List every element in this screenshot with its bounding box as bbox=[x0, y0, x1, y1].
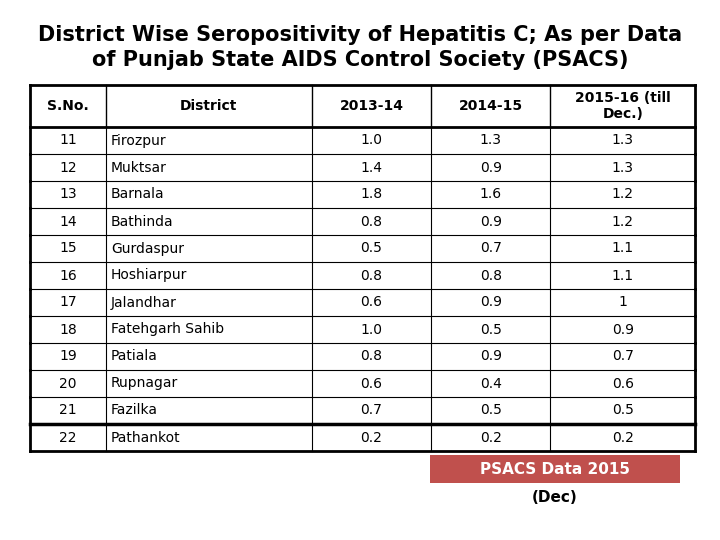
Text: 0.5: 0.5 bbox=[480, 403, 502, 417]
Text: 20: 20 bbox=[59, 376, 77, 390]
Text: 0.4: 0.4 bbox=[480, 376, 502, 390]
Text: 16: 16 bbox=[59, 268, 77, 282]
Text: 12: 12 bbox=[59, 160, 77, 174]
Text: 1.3: 1.3 bbox=[612, 133, 634, 147]
Text: 1.3: 1.3 bbox=[612, 160, 634, 174]
Text: Gurdaspur: Gurdaspur bbox=[111, 241, 184, 255]
Text: 18: 18 bbox=[59, 322, 77, 336]
Text: 0.8: 0.8 bbox=[361, 349, 382, 363]
Text: 0.5: 0.5 bbox=[612, 403, 634, 417]
Text: 1.2: 1.2 bbox=[612, 214, 634, 228]
Text: 0.7: 0.7 bbox=[361, 403, 382, 417]
Text: 0.5: 0.5 bbox=[361, 241, 382, 255]
Text: 0.9: 0.9 bbox=[480, 214, 502, 228]
Text: 21: 21 bbox=[59, 403, 77, 417]
Text: Jalandhar: Jalandhar bbox=[111, 295, 177, 309]
Text: Rupnagar: Rupnagar bbox=[111, 376, 178, 390]
Text: 1.4: 1.4 bbox=[361, 160, 382, 174]
Text: Patiala: Patiala bbox=[111, 349, 158, 363]
Text: Pathankot: Pathankot bbox=[111, 430, 181, 444]
Text: 1.0: 1.0 bbox=[361, 133, 382, 147]
Text: 19: 19 bbox=[59, 349, 77, 363]
Text: 1.2: 1.2 bbox=[612, 187, 634, 201]
Text: Hoshiarpur: Hoshiarpur bbox=[111, 268, 187, 282]
Text: 0.9: 0.9 bbox=[480, 349, 502, 363]
Text: 11: 11 bbox=[59, 133, 77, 147]
Text: Fazilka: Fazilka bbox=[111, 403, 158, 417]
Text: 0.2: 0.2 bbox=[480, 430, 502, 444]
Text: 22: 22 bbox=[59, 430, 77, 444]
Text: District Wise Seropositivity of Hepatitis C; As per Data: District Wise Seropositivity of Hepatiti… bbox=[38, 25, 682, 45]
Text: 17: 17 bbox=[59, 295, 77, 309]
Text: PSACS Data 2015: PSACS Data 2015 bbox=[480, 462, 630, 476]
FancyBboxPatch shape bbox=[430, 455, 680, 483]
Text: 0.5: 0.5 bbox=[480, 322, 502, 336]
Text: District: District bbox=[180, 99, 238, 113]
Text: of Punjab State AIDS Control Society (PSACS): of Punjab State AIDS Control Society (PS… bbox=[91, 50, 629, 70]
Text: 0.6: 0.6 bbox=[361, 376, 382, 390]
Text: 0.7: 0.7 bbox=[480, 241, 502, 255]
Text: 13: 13 bbox=[59, 187, 77, 201]
Text: 1.8: 1.8 bbox=[361, 187, 382, 201]
Text: 2013-14: 2013-14 bbox=[340, 99, 403, 113]
Text: 0.6: 0.6 bbox=[612, 376, 634, 390]
Text: 0.9: 0.9 bbox=[480, 160, 502, 174]
Text: 0.6: 0.6 bbox=[361, 295, 382, 309]
Text: 0.8: 0.8 bbox=[361, 214, 382, 228]
Text: (Dec): (Dec) bbox=[532, 489, 578, 504]
Text: 1.0: 1.0 bbox=[361, 322, 382, 336]
Text: 2015-16 (till
Dec.): 2015-16 (till Dec.) bbox=[575, 91, 670, 121]
Text: Bathinda: Bathinda bbox=[111, 214, 174, 228]
Text: 1.1: 1.1 bbox=[612, 268, 634, 282]
Text: 2014-15: 2014-15 bbox=[459, 99, 523, 113]
Text: Firozpur: Firozpur bbox=[111, 133, 166, 147]
Text: 14: 14 bbox=[59, 214, 77, 228]
Text: Fatehgarh Sahib: Fatehgarh Sahib bbox=[111, 322, 224, 336]
Text: 1.6: 1.6 bbox=[480, 187, 502, 201]
Text: 0.8: 0.8 bbox=[480, 268, 502, 282]
Text: 0.2: 0.2 bbox=[361, 430, 382, 444]
Text: Muktsar: Muktsar bbox=[111, 160, 167, 174]
Text: 1.3: 1.3 bbox=[480, 133, 502, 147]
Text: 1.1: 1.1 bbox=[612, 241, 634, 255]
Text: 0.2: 0.2 bbox=[612, 430, 634, 444]
Text: 0.8: 0.8 bbox=[361, 268, 382, 282]
Text: Barnala: Barnala bbox=[111, 187, 165, 201]
Text: 0.9: 0.9 bbox=[612, 322, 634, 336]
Text: 15: 15 bbox=[59, 241, 77, 255]
Text: 0.9: 0.9 bbox=[480, 295, 502, 309]
Text: S.No.: S.No. bbox=[47, 99, 89, 113]
Text: 1: 1 bbox=[618, 295, 627, 309]
Text: 0.7: 0.7 bbox=[612, 349, 634, 363]
